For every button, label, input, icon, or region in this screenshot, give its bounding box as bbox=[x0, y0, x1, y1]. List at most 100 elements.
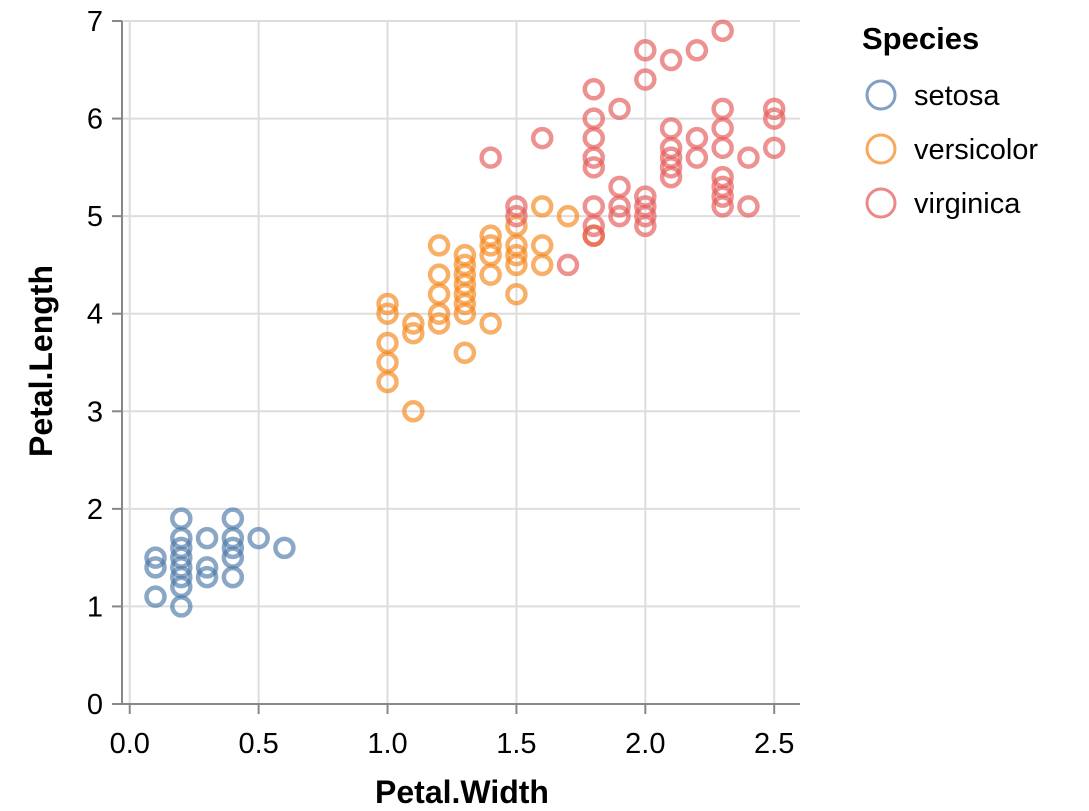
series-setosa bbox=[144, 507, 296, 618]
point-versicolor bbox=[427, 234, 451, 257]
point-versicolor bbox=[530, 253, 554, 277]
point-virginica bbox=[634, 39, 657, 62]
point-versicolor bbox=[530, 195, 554, 218]
point-setosa bbox=[170, 507, 193, 530]
point-virginica bbox=[711, 175, 734, 199]
point-virginica bbox=[659, 117, 683, 140]
point-virginica bbox=[582, 195, 606, 218]
point-virginica bbox=[685, 39, 709, 62]
point-virginica bbox=[608, 175, 631, 199]
point-setosa bbox=[195, 526, 219, 550]
legend-item-virginica: virginica bbox=[865, 187, 1021, 220]
point-setosa bbox=[170, 536, 193, 560]
axes: 0.0 0.5 1.0 1.5 2.0 2.5 0 1 2 3 4 5 6 7 bbox=[87, 6, 800, 760]
point-virginica bbox=[582, 224, 606, 247]
y-tick-label: 0 bbox=[87, 689, 103, 721]
point-virginica bbox=[582, 107, 606, 130]
point-virginica bbox=[762, 107, 786, 130]
point-virginica bbox=[582, 78, 606, 101]
legend-label-virginica: virginica bbox=[914, 188, 1021, 220]
point-virginica bbox=[711, 165, 734, 189]
series-virginica bbox=[479, 19, 786, 277]
legend-item-versicolor: versicolor bbox=[865, 133, 1038, 166]
point-virginica bbox=[556, 253, 580, 277]
point-setosa bbox=[247, 526, 270, 550]
legend-symbol-setosa bbox=[865, 79, 897, 111]
point-versicolor bbox=[453, 243, 477, 267]
point-virginica bbox=[762, 136, 786, 160]
point-virginica bbox=[582, 156, 606, 179]
point-virginica bbox=[634, 68, 657, 91]
legend-title: Species bbox=[862, 21, 979, 56]
legend: Species setosa versicolor virginica bbox=[862, 21, 1038, 220]
point-versicolor bbox=[376, 331, 399, 355]
point-virginica bbox=[608, 204, 631, 228]
point-versicolor bbox=[402, 312, 425, 335]
x-tick-label: 1.0 bbox=[367, 728, 407, 760]
point-setosa bbox=[144, 556, 167, 579]
point-setosa bbox=[144, 546, 167, 569]
point-versicolor bbox=[556, 204, 580, 228]
point-versicolor bbox=[479, 312, 502, 335]
y-tick-label: 6 bbox=[87, 104, 103, 136]
point-versicolor bbox=[505, 243, 528, 267]
y-tick-label: 5 bbox=[87, 201, 103, 233]
x-tick-label: 2.0 bbox=[625, 728, 665, 760]
point-versicolor bbox=[453, 253, 477, 277]
point-virginica bbox=[479, 146, 502, 169]
series-versicolor bbox=[376, 195, 606, 423]
legend-symbol-virginica bbox=[865, 187, 897, 219]
x-tick-label: 0.5 bbox=[238, 728, 278, 760]
point-versicolor bbox=[402, 321, 425, 345]
point-versicolor bbox=[427, 263, 451, 286]
point-setosa bbox=[221, 565, 245, 589]
point-virginica bbox=[634, 185, 657, 208]
point-setosa bbox=[273, 536, 296, 560]
point-versicolor bbox=[479, 234, 502, 257]
point-setosa bbox=[221, 536, 245, 560]
point-versicolor bbox=[505, 282, 528, 306]
point-versicolor bbox=[427, 312, 451, 335]
y-tick-label: 7 bbox=[87, 6, 103, 38]
point-versicolor bbox=[453, 341, 477, 364]
point-virginica bbox=[711, 136, 734, 160]
data-points bbox=[144, 19, 786, 618]
point-virginica bbox=[737, 146, 760, 169]
point-virginica bbox=[505, 195, 528, 218]
point-virginica bbox=[659, 48, 683, 72]
point-virginica bbox=[582, 126, 606, 150]
legend-symbol-versicolor bbox=[865, 133, 897, 165]
x-axis-title: Petal.Width bbox=[375, 774, 549, 810]
point-virginica bbox=[608, 97, 631, 121]
point-versicolor bbox=[530, 234, 554, 257]
point-virginica bbox=[505, 204, 528, 228]
legend-label-setosa: setosa bbox=[914, 80, 1000, 112]
legend-item-setosa: setosa bbox=[865, 79, 1000, 112]
y-tick-label: 2 bbox=[87, 494, 103, 526]
x-tick-label: 0.0 bbox=[110, 728, 150, 760]
x-tick-label: 1.5 bbox=[496, 728, 536, 760]
legend-label-versicolor: versicolor bbox=[914, 134, 1038, 166]
point-versicolor bbox=[479, 263, 502, 286]
y-tick-label: 1 bbox=[87, 591, 103, 623]
point-versicolor bbox=[376, 302, 399, 325]
point-setosa bbox=[221, 507, 245, 530]
point-setosa bbox=[144, 585, 167, 608]
point-versicolor bbox=[402, 400, 425, 423]
point-versicolor bbox=[479, 224, 502, 247]
point-virginica bbox=[685, 126, 709, 150]
point-virginica bbox=[659, 146, 683, 169]
point-virginica bbox=[711, 19, 734, 43]
y-tick-label: 3 bbox=[87, 396, 103, 428]
point-virginica bbox=[737, 195, 760, 218]
point-setosa bbox=[195, 556, 219, 579]
y-axis-title: Petal.Length bbox=[23, 265, 59, 457]
point-virginica bbox=[711, 97, 734, 121]
point-virginica bbox=[634, 195, 657, 218]
point-virginica bbox=[685, 146, 709, 169]
point-setosa bbox=[195, 565, 219, 589]
point-versicolor bbox=[376, 292, 399, 316]
point-virginica bbox=[530, 126, 554, 150]
grid bbox=[122, 20, 800, 705]
